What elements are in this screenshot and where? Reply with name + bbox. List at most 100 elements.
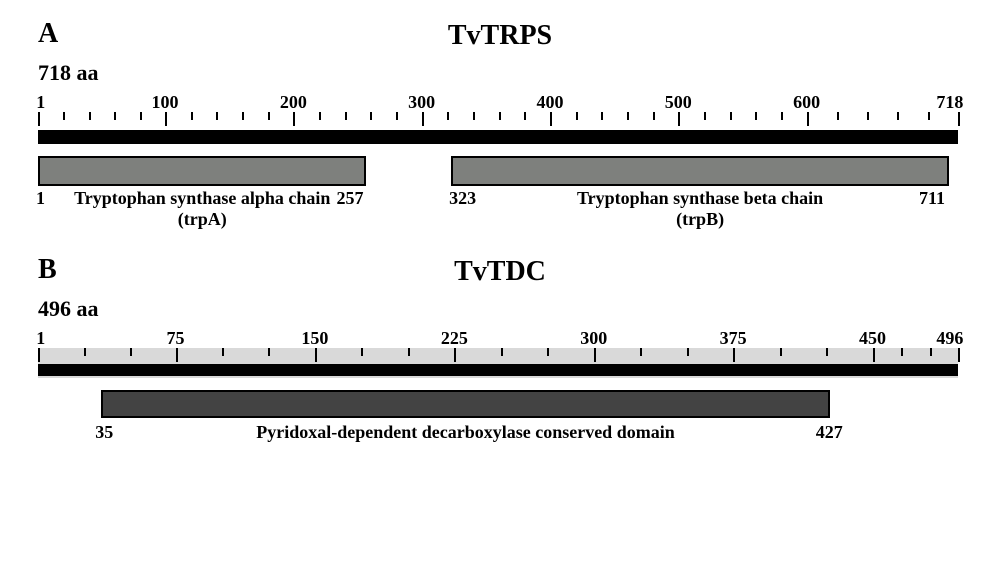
ruler-number: 100 xyxy=(152,92,179,113)
ruler-tick-minor xyxy=(130,348,132,356)
ruler-number: 496 xyxy=(936,328,963,349)
ruler-tick-minor xyxy=(408,348,410,356)
domain-caption-line1: Tryptophan synthase beta chain xyxy=(451,188,949,209)
ruler-tick-minor xyxy=(447,112,449,120)
ruler-tick-major xyxy=(807,112,809,126)
ruler-number: 225 xyxy=(441,328,468,349)
ruler-tick-major xyxy=(422,112,424,126)
ruler-tick-minor xyxy=(601,112,603,120)
ruler-tick-minor xyxy=(89,112,91,120)
ruler-tick-major xyxy=(678,112,680,126)
domain-caption: Pyridoxal-dependent decarboxylase conser… xyxy=(101,422,830,443)
ruler-number: 1 xyxy=(36,92,45,113)
panel-b-ruler: 175150225300375450496 35427Pyridoxal-dep… xyxy=(38,328,958,450)
ruler-tick-minor xyxy=(473,112,475,120)
ruler-tick-minor xyxy=(640,348,642,356)
ruler-number: 450 xyxy=(859,328,886,349)
ruler-tick-minor xyxy=(826,348,828,356)
ruler-tick-minor xyxy=(216,112,218,120)
panel-a-ruler-ticks xyxy=(38,112,958,130)
ruler-tick-minor xyxy=(499,112,501,120)
ruler-tick-minor xyxy=(114,112,116,120)
ruler-number: 75 xyxy=(167,328,185,349)
ruler-number: 718 xyxy=(936,92,963,113)
panel-b-ruler-bar xyxy=(38,364,958,376)
panel-b-ruler-track xyxy=(38,348,958,378)
panel-a: A TvTRPS 718 aa 1100200300400500600718 1… xyxy=(38,18,962,236)
domain-caption: Tryptophan synthase beta chain(trpB) xyxy=(451,188,949,229)
panel-a-ruler: 1100200300400500600718 1257Tryptophan sy… xyxy=(38,92,958,236)
ruler-tick-minor xyxy=(687,348,689,356)
panel-a-domains-row: 1257Tryptophan synthase alpha chain(trpA… xyxy=(38,156,958,236)
ruler-tick-major xyxy=(873,348,875,362)
ruler-tick-minor xyxy=(345,112,347,120)
ruler-tick-minor xyxy=(627,112,629,120)
panel-b: B TvTDC 496 aa 175150225300375450496 354… xyxy=(38,254,962,450)
ruler-tick-minor xyxy=(524,112,526,120)
ruler-tick-minor xyxy=(84,348,86,356)
ruler-tick-minor xyxy=(755,112,757,120)
ruler-tick-minor xyxy=(930,348,932,356)
domain-trpA xyxy=(38,156,366,186)
ruler-tick-major xyxy=(38,112,40,126)
ruler-number: 600 xyxy=(793,92,820,113)
ruler-tick-major xyxy=(293,112,295,126)
ruler-tick-minor xyxy=(319,112,321,120)
panel-a-ruler-numbers: 1100200300400500600718 xyxy=(38,92,958,112)
domain-trpB xyxy=(451,156,949,186)
ruler-tick-major xyxy=(594,348,596,362)
ruler-tick-major xyxy=(176,348,178,362)
ruler-tick-minor xyxy=(191,112,193,120)
ruler-tick-major xyxy=(165,112,167,126)
ruler-tick-major xyxy=(733,348,735,362)
ruler-tick-minor xyxy=(396,112,398,120)
panel-b-ruler-ticks xyxy=(38,348,958,364)
ruler-tick-major xyxy=(38,348,40,362)
ruler-tick-minor xyxy=(897,112,899,120)
panel-a-length: 718 aa xyxy=(38,60,962,86)
ruler-number: 300 xyxy=(580,328,607,349)
ruler-tick-minor xyxy=(222,348,224,356)
panel-b-length: 496 aa xyxy=(38,296,962,322)
panel-b-domains-row: 35427Pyridoxal-dependent decarboxylase c… xyxy=(38,390,958,450)
ruler-tick-minor xyxy=(501,348,503,356)
domain-caption: Tryptophan synthase alpha chain(trpA) xyxy=(38,188,366,229)
ruler-tick-minor xyxy=(140,112,142,120)
ruler-number: 150 xyxy=(301,328,328,349)
ruler-tick-major xyxy=(958,112,960,126)
ruler-tick-major xyxy=(550,112,552,126)
ruler-tick-minor xyxy=(547,348,549,356)
ruler-tick-minor xyxy=(653,112,655,120)
ruler-tick-minor xyxy=(576,112,578,120)
panel-b-title: TvTDC xyxy=(38,256,962,288)
ruler-tick-major xyxy=(315,348,317,362)
ruler-tick-minor xyxy=(901,348,903,356)
ruler-tick-minor xyxy=(242,112,244,120)
ruler-number: 1 xyxy=(36,328,45,349)
ruler-tick-minor xyxy=(268,348,270,356)
panel-b-ruler-numbers: 175150225300375450496 xyxy=(38,328,958,348)
figure-container: A TvTRPS 718 aa 1100200300400500600718 1… xyxy=(0,0,1000,460)
ruler-tick-minor xyxy=(867,112,869,120)
ruler-tick-minor xyxy=(361,348,363,356)
domain-caption-line2: (trpB) xyxy=(451,209,949,230)
ruler-tick-minor xyxy=(837,112,839,120)
ruler-number: 300 xyxy=(408,92,435,113)
ruler-tick-minor xyxy=(370,112,372,120)
ruler-number: 500 xyxy=(665,92,692,113)
ruler-tick-minor xyxy=(63,112,65,120)
ruler-tick-major xyxy=(958,348,960,362)
panel-a-title: TvTRPS xyxy=(38,20,962,52)
ruler-tick-major xyxy=(454,348,456,362)
domain-caption-line1: Tryptophan synthase alpha chain xyxy=(38,188,366,209)
ruler-number: 400 xyxy=(536,92,563,113)
ruler-tick-minor xyxy=(730,112,732,120)
panel-a-ruler-bar xyxy=(38,130,958,144)
ruler-number: 375 xyxy=(720,328,747,349)
domain-pdx-decarb xyxy=(101,390,830,418)
ruler-number: 200 xyxy=(280,92,307,113)
domain-caption-line2: (trpA) xyxy=(38,209,366,230)
ruler-tick-minor xyxy=(704,112,706,120)
ruler-tick-minor xyxy=(780,348,782,356)
ruler-tick-minor xyxy=(268,112,270,120)
